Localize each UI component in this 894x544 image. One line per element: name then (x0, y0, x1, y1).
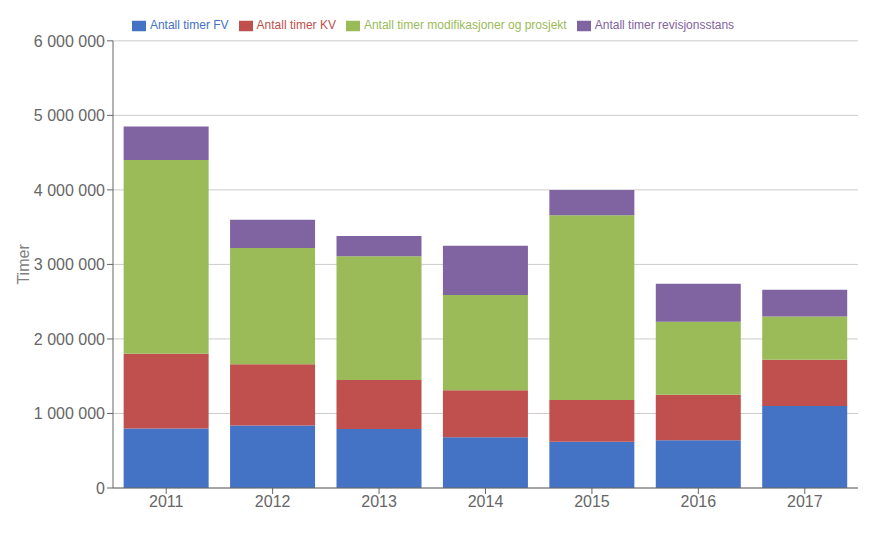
svg-text:6 000 000: 6 000 000 (34, 33, 105, 50)
svg-text:2011: 2011 (149, 493, 184, 510)
svg-text:3 000 000: 3 000 000 (34, 256, 105, 273)
svg-text:2014: 2014 (468, 493, 504, 510)
svg-text:2 000 000: 2 000 000 (34, 331, 105, 348)
svg-text:2017: 2017 (787, 493, 823, 510)
html-text:Antall timer FV: Antall timer FV (149, 18, 229, 32)
svg-text:2013: 2013 (361, 493, 397, 510)
html-text:Antall timer revisjonsstans: Antall timer revisjonsstans (594, 18, 735, 32)
svg-text:4 000 000: 4 000 000 (34, 182, 105, 199)
svg-text:0: 0 (96, 480, 105, 497)
svg-text:Timer: Timer (15, 244, 32, 285)
svg-text:2015: 2015 (574, 493, 610, 510)
svg-text:2012: 2012 (255, 493, 291, 510)
svg-text:1 000 000: 1 000 000 (34, 405, 105, 422)
svg-text:5 000 000: 5 000 000 (34, 107, 105, 124)
svg-text:2016: 2016 (681, 493, 717, 510)
html-text:Antall timer modifikasjoner og: Antall timer modifikasjoner og prosjekt (363, 18, 567, 32)
html-text:Antall timer KV: Antall timer KV (256, 18, 336, 32)
